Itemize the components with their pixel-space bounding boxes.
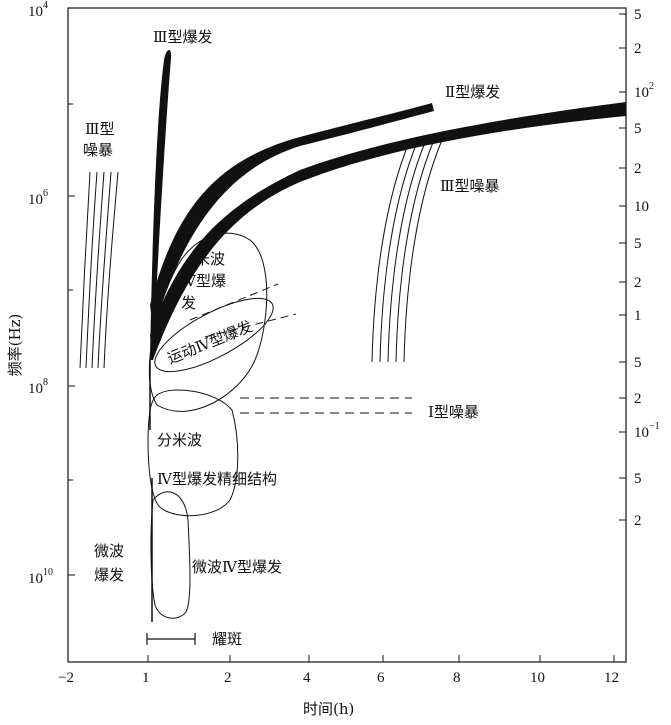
- right-axis-ticks: [619, 13, 626, 521]
- type2-burst-band-upper: [150, 103, 434, 330]
- bottom-axis-ticks: [147, 655, 615, 662]
- microwave-type4-label: 微波Ⅳ型爆发: [192, 558, 282, 576]
- moving-type4-dashes: [189, 283, 297, 338]
- left-tick-label: 106: [28, 188, 48, 208]
- right-tick-label: 5: [634, 471, 642, 487]
- y-axis-title: 频率(Hz): [6, 314, 24, 377]
- type3-burst-label: Ⅲ型爆发: [153, 28, 212, 46]
- left-tick-label: 1010: [28, 567, 53, 587]
- flare-label: 耀斑: [212, 630, 242, 648]
- x-tick-label: 2: [224, 670, 232, 686]
- type2-burst-band-lower: [150, 102, 626, 360]
- decimeter-contour: [147, 389, 239, 517]
- type3-storm-right-lines: [371, 139, 443, 363]
- x-tick-label: 10: [530, 670, 545, 686]
- right-tick-label: 5: [634, 7, 642, 23]
- right-tick-label: 2: [634, 513, 642, 529]
- type2-burst-label: Ⅱ型爆发: [445, 83, 500, 101]
- x-tick-label: 6: [377, 670, 385, 686]
- microwave-burst-label-2: 爆发: [94, 566, 124, 584]
- moving-type4-label: 运动Ⅳ型爆发: [165, 317, 255, 367]
- type3-storm-left-lines: [79, 171, 119, 369]
- right-tick-label: 5: [634, 236, 642, 252]
- decimeter-label-2: Ⅳ型爆发精细结构: [157, 470, 277, 488]
- microwave-type4-contour: [150, 491, 191, 619]
- left-tick-label: 108: [28, 377, 48, 397]
- type1-storm-label: Ⅰ型噪暴: [428, 403, 479, 421]
- x-tick-label: −2: [58, 670, 74, 686]
- right-tick-labels: 5 2 102 5 2 10 5 2 1 5 2 10−1 5 2: [634, 7, 660, 529]
- left-axis-ticks: [68, 7, 75, 576]
- right-tick-label: 2: [634, 161, 642, 177]
- plot-frame: [67, 7, 627, 663]
- right-tick-label: 2: [634, 275, 642, 291]
- right-tick-label: 2: [634, 391, 642, 407]
- type3-storm-left-label-2: 噪暴: [83, 141, 113, 159]
- right-tick-label: 2: [634, 41, 642, 57]
- microwave-burst-label-1: 微波: [94, 542, 124, 560]
- left-tick-label: 104: [28, 0, 48, 20]
- meter-type4-label-3: 发: [181, 294, 196, 312]
- type1-storm-dashes: [240, 397, 412, 414]
- meter-type4-label-1: 米波: [195, 250, 225, 268]
- decimeter-label-1: 分米波: [157, 431, 202, 449]
- x-tick-label: 1: [142, 670, 150, 686]
- x-tick-label: 8: [453, 670, 461, 686]
- meter-type4-label-2: Ⅳ型爆: [181, 272, 226, 290]
- x-tick-label: 12: [604, 670, 619, 686]
- moving-type4-ellipse: [154, 297, 274, 373]
- right-tick-label: 10: [634, 199, 649, 215]
- flare-duration-bar: [146, 633, 196, 645]
- type3-burst-band: [150, 49, 172, 361]
- x-tick-label: 4: [303, 670, 311, 686]
- right-tick-label: 5: [634, 121, 642, 137]
- type3-storm-right-label: Ⅲ型噪暴: [440, 177, 499, 195]
- type3-storm-left-label: Ⅲ型: [85, 120, 114, 138]
- x-axis-title: 时间(h): [303, 700, 354, 718]
- right-tick-label: 5: [634, 355, 642, 371]
- meter-type4-contour: [148, 232, 268, 412]
- right-tick-label: 1: [634, 308, 642, 324]
- right-tick-label: 102: [634, 81, 654, 101]
- right-tick-label: 10−1: [634, 421, 660, 441]
